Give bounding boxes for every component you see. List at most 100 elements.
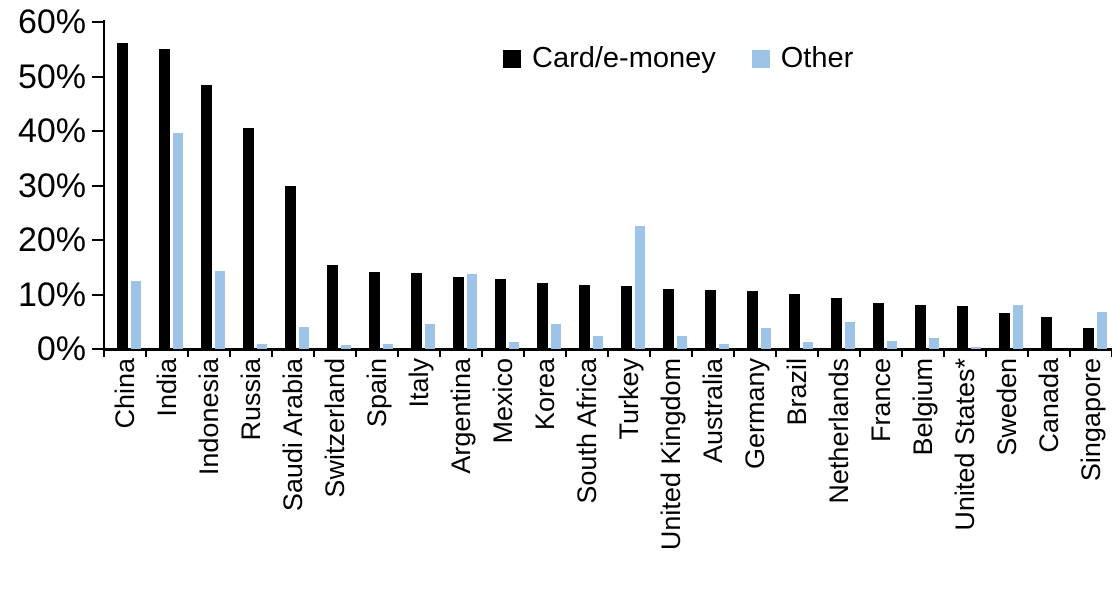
bar-card-e-money [915, 305, 926, 349]
y-axis-tick [92, 21, 104, 23]
y-axis-tick [92, 293, 104, 296]
y-axis-label: 40% [17, 112, 86, 150]
x-axis-tick [187, 351, 189, 357]
y-axis-tick [92, 348, 104, 350]
x-axis-tick [733, 351, 735, 357]
x-axis-tick [691, 351, 693, 357]
legend-swatch-card-e-money [503, 49, 521, 68]
x-axis-label: Spain [362, 358, 392, 428]
bar-card-e-money [789, 294, 800, 349]
x-axis-label: China [110, 358, 140, 429]
y-axis-tick [92, 130, 104, 132]
x-axis-label: Australia [698, 358, 728, 464]
x-axis-label: Belgium [908, 358, 938, 456]
legend-label-card-e-money: Card/e-money [532, 42, 716, 74]
x-axis-tick [985, 351, 987, 357]
bar-card-e-money [453, 277, 464, 349]
x-axis-tick [1027, 351, 1029, 357]
x-axis-tick [775, 351, 777, 357]
bar-card-e-money [957, 306, 968, 349]
x-axis-label: Brazil [782, 358, 812, 426]
legend-item-card-e-money: Card/e-money [503, 44, 716, 73]
bar-other [1013, 305, 1023, 349]
bar-card-e-money [327, 265, 338, 349]
bar-other [299, 327, 309, 349]
x-axis-tick [607, 351, 609, 357]
bar-card-e-money [537, 283, 548, 349]
x-axis-label: United Kingdom [656, 358, 686, 551]
bar-other [887, 341, 897, 349]
x-axis-label: United States* [950, 358, 980, 531]
bar-card-e-money [117, 43, 128, 349]
bar-other [509, 342, 519, 349]
x-axis-tick [439, 351, 441, 357]
x-axis-label: Saudi Arabia [278, 358, 308, 512]
bar-other [425, 324, 435, 349]
bar-card-e-money [1083, 328, 1094, 349]
legend-item-other: Other [751, 42, 854, 74]
x-axis-tick [145, 351, 147, 357]
bar-other [593, 336, 603, 349]
x-axis-tick [817, 351, 819, 357]
bar-card-e-money [999, 313, 1010, 349]
x-axis-label: Turkey [614, 358, 644, 440]
bar-card-e-money [369, 272, 380, 349]
x-axis-tick [229, 351, 231, 357]
x-axis-tick [481, 351, 483, 357]
x-axis-tick [649, 351, 651, 357]
y-axis-line [103, 20, 105, 351]
y-axis-tick [92, 184, 104, 187]
x-axis-label: Indonesia [194, 358, 224, 476]
x-axis-label: Germany [740, 358, 770, 470]
bar-other [845, 322, 855, 349]
x-axis-tick [1069, 351, 1071, 357]
x-axis-label: Russia [236, 358, 266, 441]
bar-other [929, 338, 939, 349]
bar-other [173, 133, 183, 349]
y-axis-label: 0% [36, 330, 86, 368]
bar-other [761, 328, 771, 349]
bar-card-e-money [747, 291, 758, 349]
bar-other [635, 226, 645, 349]
x-axis-label: Switzerland [320, 358, 350, 498]
x-axis-label: South Africa [572, 358, 602, 504]
bar-card-e-money [201, 85, 212, 349]
x-axis-label: India [152, 358, 182, 417]
x-axis-tick [355, 351, 357, 357]
bar-other [467, 274, 477, 349]
x-axis-label: France [866, 358, 896, 443]
bar-other [257, 344, 267, 349]
bar-card-e-money [495, 279, 506, 349]
x-axis-tick [397, 351, 399, 357]
bar-card-e-money [831, 298, 842, 349]
x-axis-label: Mexico [488, 358, 518, 444]
y-axis-label: 20% [17, 221, 86, 259]
bar-card-e-money [579, 285, 590, 349]
y-axis-label: 50% [17, 57, 86, 96]
x-axis-tick [565, 351, 567, 357]
x-axis-label: Singapore [1076, 358, 1106, 482]
y-axis-tick [92, 239, 104, 241]
y-axis-label: 60% [17, 3, 86, 41]
x-axis-tick [103, 351, 105, 357]
bar-other [215, 271, 225, 349]
x-axis-label: Argentina [446, 358, 476, 474]
bar-other [131, 281, 141, 349]
bar-card-e-money [285, 186, 296, 349]
bar-card-e-money [663, 289, 674, 349]
bar-other [677, 336, 687, 349]
bar-other [383, 344, 393, 349]
legend-swatch-other [751, 49, 770, 68]
x-axis-tick [943, 351, 945, 357]
bar-card-e-money [243, 128, 254, 349]
x-axis-tick [859, 351, 861, 357]
legend-label-other: Other [780, 42, 854, 74]
y-axis-tick [92, 75, 104, 78]
bar-other [551, 324, 561, 349]
bar-card-e-money [159, 49, 170, 349]
bar-card-e-money [705, 290, 716, 349]
bar-card-e-money [621, 286, 632, 349]
x-axis-tick [313, 351, 315, 357]
